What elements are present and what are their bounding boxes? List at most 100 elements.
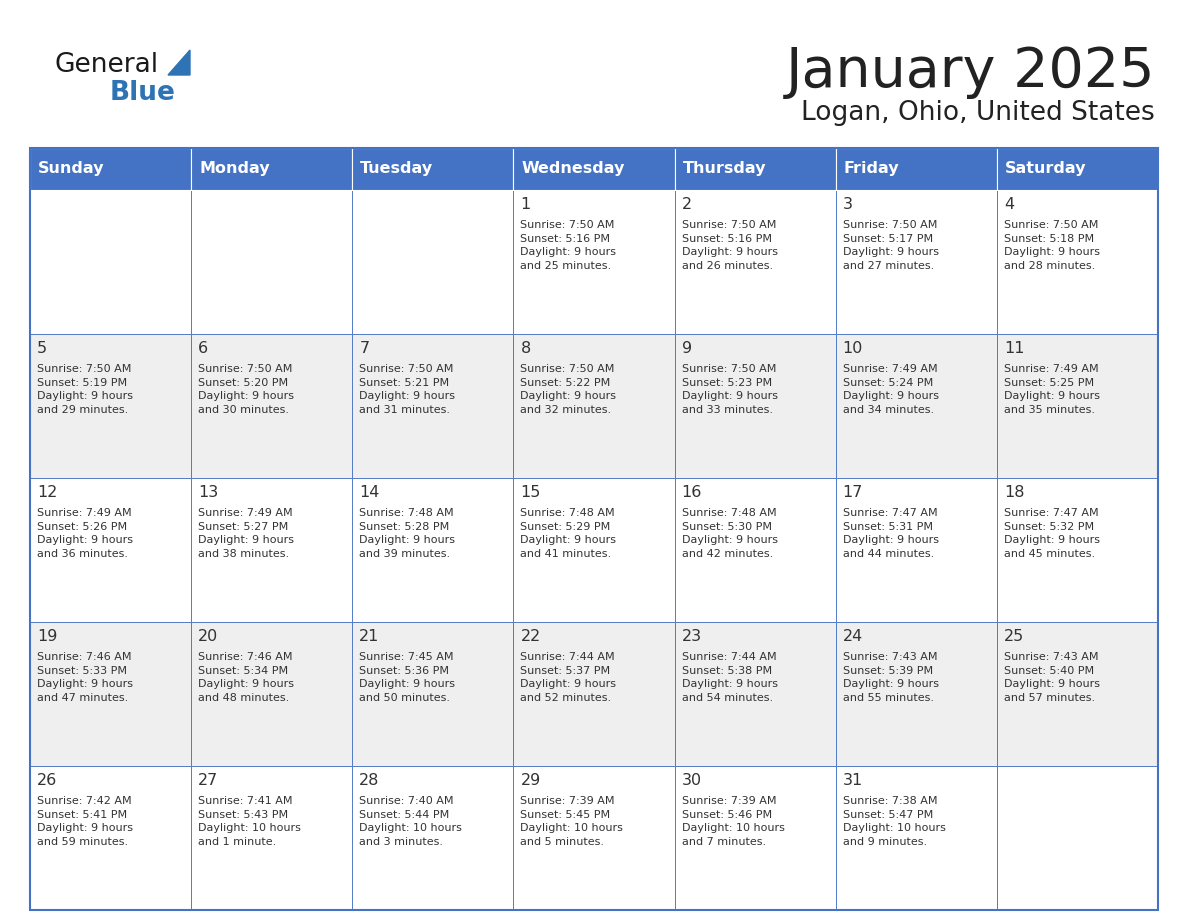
Bar: [835, 622, 997, 766]
Bar: [353, 478, 513, 622]
Text: Sunrise: 7:39 AM
Sunset: 5:46 PM
Daylight: 10 hours
and 7 minutes.: Sunrise: 7:39 AM Sunset: 5:46 PM Dayligh…: [682, 796, 784, 846]
Bar: [513, 478, 675, 622]
Text: Sunrise: 7:43 AM
Sunset: 5:40 PM
Daylight: 9 hours
and 57 minutes.: Sunrise: 7:43 AM Sunset: 5:40 PM Dayligh…: [1004, 652, 1100, 703]
Text: 4: 4: [1004, 197, 1015, 212]
Bar: [353, 148, 513, 190]
Text: 5: 5: [37, 341, 48, 356]
Text: Sunrise: 7:45 AM
Sunset: 5:36 PM
Daylight: 9 hours
and 50 minutes.: Sunrise: 7:45 AM Sunset: 5:36 PM Dayligh…: [359, 652, 455, 703]
Text: 12: 12: [37, 485, 57, 500]
Text: Sunrise: 7:46 AM
Sunset: 5:34 PM
Daylight: 9 hours
and 48 minutes.: Sunrise: 7:46 AM Sunset: 5:34 PM Dayligh…: [198, 652, 295, 703]
Bar: [513, 622, 675, 766]
Text: Thursday: Thursday: [683, 162, 766, 176]
Bar: [191, 622, 353, 766]
Text: Sunrise: 7:48 AM
Sunset: 5:28 PM
Daylight: 9 hours
and 39 minutes.: Sunrise: 7:48 AM Sunset: 5:28 PM Dayligh…: [359, 508, 455, 559]
Bar: [30, 334, 191, 478]
Text: Sunrise: 7:50 AM
Sunset: 5:16 PM
Daylight: 9 hours
and 25 minutes.: Sunrise: 7:50 AM Sunset: 5:16 PM Dayligh…: [520, 220, 617, 271]
Bar: [835, 148, 997, 190]
Bar: [675, 622, 835, 766]
Text: 13: 13: [198, 485, 219, 500]
Text: Sunrise: 7:44 AM
Sunset: 5:38 PM
Daylight: 9 hours
and 54 minutes.: Sunrise: 7:44 AM Sunset: 5:38 PM Dayligh…: [682, 652, 778, 703]
Text: Sunrise: 7:47 AM
Sunset: 5:31 PM
Daylight: 9 hours
and 44 minutes.: Sunrise: 7:47 AM Sunset: 5:31 PM Dayligh…: [842, 508, 939, 559]
Text: Sunrise: 7:47 AM
Sunset: 5:32 PM
Daylight: 9 hours
and 45 minutes.: Sunrise: 7:47 AM Sunset: 5:32 PM Dayligh…: [1004, 508, 1100, 559]
Text: Logan, Ohio, United States: Logan, Ohio, United States: [801, 100, 1155, 126]
Text: Sunrise: 7:42 AM
Sunset: 5:41 PM
Daylight: 9 hours
and 59 minutes.: Sunrise: 7:42 AM Sunset: 5:41 PM Dayligh…: [37, 796, 133, 846]
Text: 2: 2: [682, 197, 691, 212]
Text: 23: 23: [682, 629, 702, 644]
Text: Sunrise: 7:50 AM
Sunset: 5:23 PM
Daylight: 9 hours
and 33 minutes.: Sunrise: 7:50 AM Sunset: 5:23 PM Dayligh…: [682, 364, 778, 415]
Text: 3: 3: [842, 197, 853, 212]
Text: 9: 9: [682, 341, 691, 356]
Text: 26: 26: [37, 773, 57, 788]
Polygon shape: [168, 50, 190, 75]
Bar: [997, 148, 1158, 190]
Text: 14: 14: [359, 485, 380, 500]
Bar: [191, 190, 353, 334]
Text: Sunrise: 7:50 AM
Sunset: 5:19 PM
Daylight: 9 hours
and 29 minutes.: Sunrise: 7:50 AM Sunset: 5:19 PM Dayligh…: [37, 364, 133, 415]
Text: Sunrise: 7:48 AM
Sunset: 5:29 PM
Daylight: 9 hours
and 41 minutes.: Sunrise: 7:48 AM Sunset: 5:29 PM Dayligh…: [520, 508, 617, 559]
Bar: [353, 190, 513, 334]
Text: Sunrise: 7:50 AM
Sunset: 5:20 PM
Daylight: 9 hours
and 30 minutes.: Sunrise: 7:50 AM Sunset: 5:20 PM Dayligh…: [198, 364, 295, 415]
Text: Sunrise: 7:40 AM
Sunset: 5:44 PM
Daylight: 10 hours
and 3 minutes.: Sunrise: 7:40 AM Sunset: 5:44 PM Dayligh…: [359, 796, 462, 846]
Text: Sunrise: 7:49 AM
Sunset: 5:26 PM
Daylight: 9 hours
and 36 minutes.: Sunrise: 7:49 AM Sunset: 5:26 PM Dayligh…: [37, 508, 133, 559]
Text: Sunrise: 7:49 AM
Sunset: 5:25 PM
Daylight: 9 hours
and 35 minutes.: Sunrise: 7:49 AM Sunset: 5:25 PM Dayligh…: [1004, 364, 1100, 415]
Bar: [835, 334, 997, 478]
Bar: [513, 148, 675, 190]
Text: 19: 19: [37, 629, 57, 644]
Text: Sunrise: 7:50 AM
Sunset: 5:16 PM
Daylight: 9 hours
and 26 minutes.: Sunrise: 7:50 AM Sunset: 5:16 PM Dayligh…: [682, 220, 778, 271]
Text: 17: 17: [842, 485, 864, 500]
Bar: [513, 190, 675, 334]
Bar: [30, 766, 191, 910]
Text: Sunrise: 7:50 AM
Sunset: 5:21 PM
Daylight: 9 hours
and 31 minutes.: Sunrise: 7:50 AM Sunset: 5:21 PM Dayligh…: [359, 364, 455, 415]
Text: Wednesday: Wednesday: [522, 162, 625, 176]
Text: 27: 27: [198, 773, 219, 788]
Text: Sunrise: 7:48 AM
Sunset: 5:30 PM
Daylight: 9 hours
and 42 minutes.: Sunrise: 7:48 AM Sunset: 5:30 PM Dayligh…: [682, 508, 778, 559]
Text: Tuesday: Tuesday: [360, 162, 434, 176]
Text: Sunrise: 7:43 AM
Sunset: 5:39 PM
Daylight: 9 hours
and 55 minutes.: Sunrise: 7:43 AM Sunset: 5:39 PM Dayligh…: [842, 652, 939, 703]
Text: Sunrise: 7:50 AM
Sunset: 5:22 PM
Daylight: 9 hours
and 32 minutes.: Sunrise: 7:50 AM Sunset: 5:22 PM Dayligh…: [520, 364, 617, 415]
Bar: [997, 766, 1158, 910]
Bar: [675, 190, 835, 334]
Text: 15: 15: [520, 485, 541, 500]
Text: Sunday: Sunday: [38, 162, 105, 176]
Bar: [191, 148, 353, 190]
Text: Monday: Monday: [200, 162, 270, 176]
Text: Sunrise: 7:39 AM
Sunset: 5:45 PM
Daylight: 10 hours
and 5 minutes.: Sunrise: 7:39 AM Sunset: 5:45 PM Dayligh…: [520, 796, 624, 846]
Text: 16: 16: [682, 485, 702, 500]
Text: 7: 7: [359, 341, 369, 356]
Bar: [997, 190, 1158, 334]
Text: Sunrise: 7:50 AM
Sunset: 5:18 PM
Daylight: 9 hours
and 28 minutes.: Sunrise: 7:50 AM Sunset: 5:18 PM Dayligh…: [1004, 220, 1100, 271]
Text: 24: 24: [842, 629, 862, 644]
Text: 1: 1: [520, 197, 531, 212]
Text: 28: 28: [359, 773, 380, 788]
Bar: [30, 148, 191, 190]
Bar: [191, 766, 353, 910]
Text: 10: 10: [842, 341, 864, 356]
Text: Blue: Blue: [110, 80, 176, 106]
Bar: [675, 478, 835, 622]
Text: Sunrise: 7:49 AM
Sunset: 5:27 PM
Daylight: 9 hours
and 38 minutes.: Sunrise: 7:49 AM Sunset: 5:27 PM Dayligh…: [198, 508, 295, 559]
Bar: [30, 148, 1158, 910]
Text: 11: 11: [1004, 341, 1024, 356]
Bar: [675, 766, 835, 910]
Text: 22: 22: [520, 629, 541, 644]
Text: Sunrise: 7:49 AM
Sunset: 5:24 PM
Daylight: 9 hours
and 34 minutes.: Sunrise: 7:49 AM Sunset: 5:24 PM Dayligh…: [842, 364, 939, 415]
Bar: [835, 190, 997, 334]
Bar: [353, 622, 513, 766]
Text: Sunrise: 7:41 AM
Sunset: 5:43 PM
Daylight: 10 hours
and 1 minute.: Sunrise: 7:41 AM Sunset: 5:43 PM Dayligh…: [198, 796, 301, 846]
Bar: [835, 478, 997, 622]
Text: 18: 18: [1004, 485, 1024, 500]
Bar: [675, 148, 835, 190]
Bar: [997, 478, 1158, 622]
Bar: [675, 334, 835, 478]
Text: Sunrise: 7:44 AM
Sunset: 5:37 PM
Daylight: 9 hours
and 52 minutes.: Sunrise: 7:44 AM Sunset: 5:37 PM Dayligh…: [520, 652, 617, 703]
Text: Saturday: Saturday: [1005, 162, 1086, 176]
Text: 21: 21: [359, 629, 380, 644]
Bar: [513, 766, 675, 910]
Bar: [835, 766, 997, 910]
Text: 29: 29: [520, 773, 541, 788]
Text: Friday: Friday: [843, 162, 899, 176]
Bar: [513, 334, 675, 478]
Bar: [997, 334, 1158, 478]
Bar: [30, 622, 191, 766]
Text: 31: 31: [842, 773, 862, 788]
